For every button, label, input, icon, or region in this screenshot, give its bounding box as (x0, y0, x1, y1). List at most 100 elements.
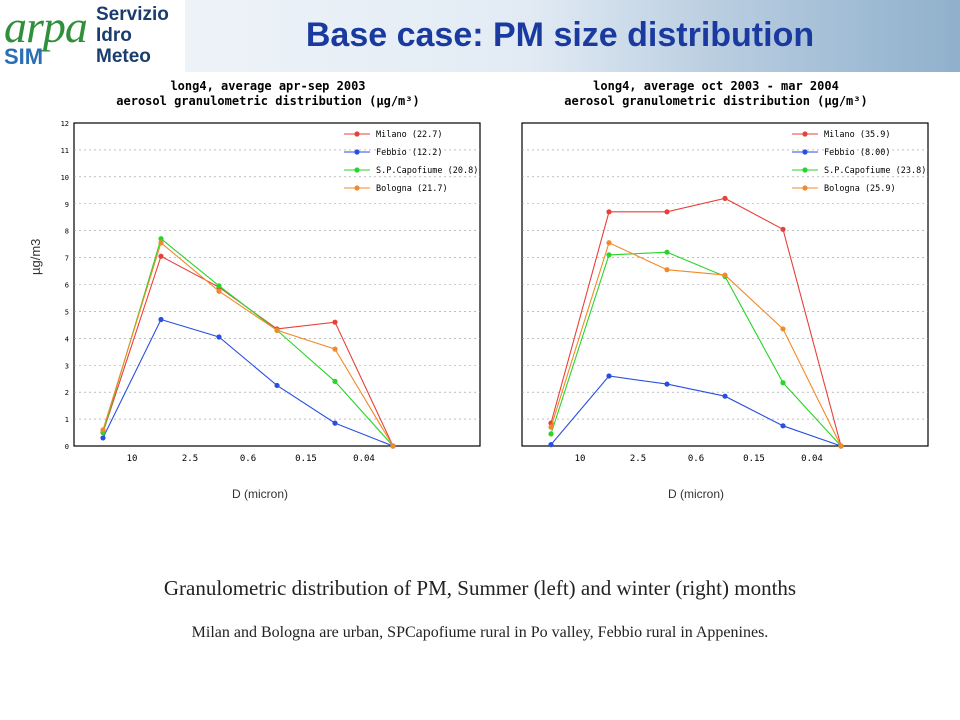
data-point (390, 443, 396, 449)
data-point (216, 283, 222, 289)
x-tick-label: 2.5 (630, 454, 646, 464)
x-tick-label: 0.04 (353, 454, 375, 464)
data-point (332, 420, 338, 426)
y-axis-label: µg/m3 (28, 238, 43, 275)
data-point (780, 226, 786, 232)
y-tick-label: 0 (65, 443, 69, 451)
data-point (216, 334, 222, 340)
x-tick-label: 10 (575, 454, 586, 464)
logo-sim-text: SIM (4, 44, 44, 69)
logo-arpa-text: arpa (4, 1, 88, 52)
y-tick-label: 11 (61, 147, 69, 155)
logo-line: Servizio (96, 4, 169, 25)
series-line (102, 241, 394, 447)
legend-label: Milano (35.9) (824, 130, 891, 140)
series-line (102, 237, 394, 447)
plot-frame (73, 122, 481, 447)
x-tick-label: 0.04 (801, 454, 823, 464)
data-point (780, 423, 786, 429)
data-point (722, 195, 728, 201)
figure-caption: Granulometric distribution of PM, Summer… (163, 576, 797, 600)
data-point (722, 272, 728, 278)
series-line (550, 251, 842, 447)
logo-line: Meteo (96, 46, 151, 67)
data-point (216, 288, 222, 294)
data-point (100, 427, 106, 433)
y-tick-label: 9 (65, 201, 69, 209)
legend-label: Febbio (12.2) (376, 148, 443, 158)
legend-marker (354, 131, 360, 137)
data-point (158, 253, 164, 259)
legend-marker (802, 149, 808, 155)
y-tick-label: 10 (61, 174, 69, 182)
data-point (606, 252, 612, 258)
legend-label: S.P.Capofiume (20.8) (376, 166, 478, 176)
legend-marker (354, 167, 360, 173)
data-point (548, 442, 554, 448)
y-tick-label: 6 (65, 282, 69, 290)
y-tick-label: 4 (65, 335, 69, 343)
data-point (606, 373, 612, 379)
series-line (550, 197, 842, 447)
data-point (548, 431, 554, 437)
chart-title: long4, average oct 2003 - mar 2004 (593, 79, 839, 93)
data-point (548, 424, 554, 430)
x-axis-label-left: D (micron) (232, 487, 288, 501)
legend-marker (354, 149, 360, 155)
legend-label: Milano (22.7) (376, 130, 443, 140)
data-point (838, 443, 844, 449)
legend-marker (802, 185, 808, 191)
data-point (332, 378, 338, 384)
arpa-logo: arpa SIM Servizio Idro Meteo (0, 0, 185, 72)
data-point (722, 393, 728, 399)
y-tick-label: 7 (65, 255, 69, 263)
x-tick-label: 2.5 (182, 454, 198, 464)
x-axis-label-right: D (micron) (668, 487, 724, 501)
legend-label: Febbio (8.00) (824, 148, 891, 158)
data-point (274, 327, 280, 333)
y-tick-label: 1 (65, 416, 69, 424)
data-point (780, 380, 786, 386)
series-line (550, 242, 842, 447)
y-tick-label: 2 (65, 389, 69, 397)
legend-label: Bologna (25.9) (824, 184, 896, 194)
data-point (664, 381, 670, 387)
data-point (274, 382, 280, 389)
logo-line: Idro (96, 25, 132, 46)
series-line (550, 375, 842, 447)
figure-subcaption: Milan and Bologna are urban, SPCapofiume… (191, 624, 769, 641)
y-tick-label: 5 (65, 308, 69, 316)
data-point (332, 319, 338, 325)
y-tick-label: 3 (65, 362, 69, 370)
data-point (100, 435, 106, 441)
data-point (158, 316, 164, 323)
x-tick-label: 0.6 (688, 454, 704, 464)
chart-subtitle: aerosol granulometric distribution (µg/m… (564, 94, 867, 108)
data-point (332, 346, 338, 352)
data-point (606, 240, 612, 246)
logo-service-name: Servizio Idro Meteo (96, 4, 169, 67)
header-banner: arpa SIM Servizio Idro Meteo Base case: … (0, 0, 960, 72)
data-point (158, 236, 164, 242)
series-line (102, 318, 394, 447)
x-tick-label: 0.15 (743, 454, 765, 464)
x-tick-label: 0.15 (295, 454, 317, 464)
x-tick-label: 10 (127, 454, 138, 464)
legend-label: Bologna (21.7) (376, 184, 448, 194)
chart-subtitle: aerosol granulometric distribution (µg/m… (116, 94, 419, 108)
data-point (780, 326, 786, 332)
winter-chart: long4, average oct 2003 - mar 2004aeroso… (521, 79, 929, 464)
data-point (664, 267, 670, 273)
chart-title: long4, average apr-sep 2003 (170, 79, 365, 93)
page-title: Base case: PM size distribution (305, 16, 815, 54)
plot-frame (521, 122, 929, 447)
data-point (158, 240, 164, 246)
data-point (664, 209, 670, 215)
legend-marker (802, 167, 808, 173)
legend-label: S.P.Capofiume (23.8) (824, 166, 926, 176)
x-tick-label: 0.6 (240, 454, 256, 464)
data-point (606, 209, 612, 215)
y-tick-label: 12 (61, 120, 69, 128)
y-tick-label: 8 (65, 228, 69, 236)
